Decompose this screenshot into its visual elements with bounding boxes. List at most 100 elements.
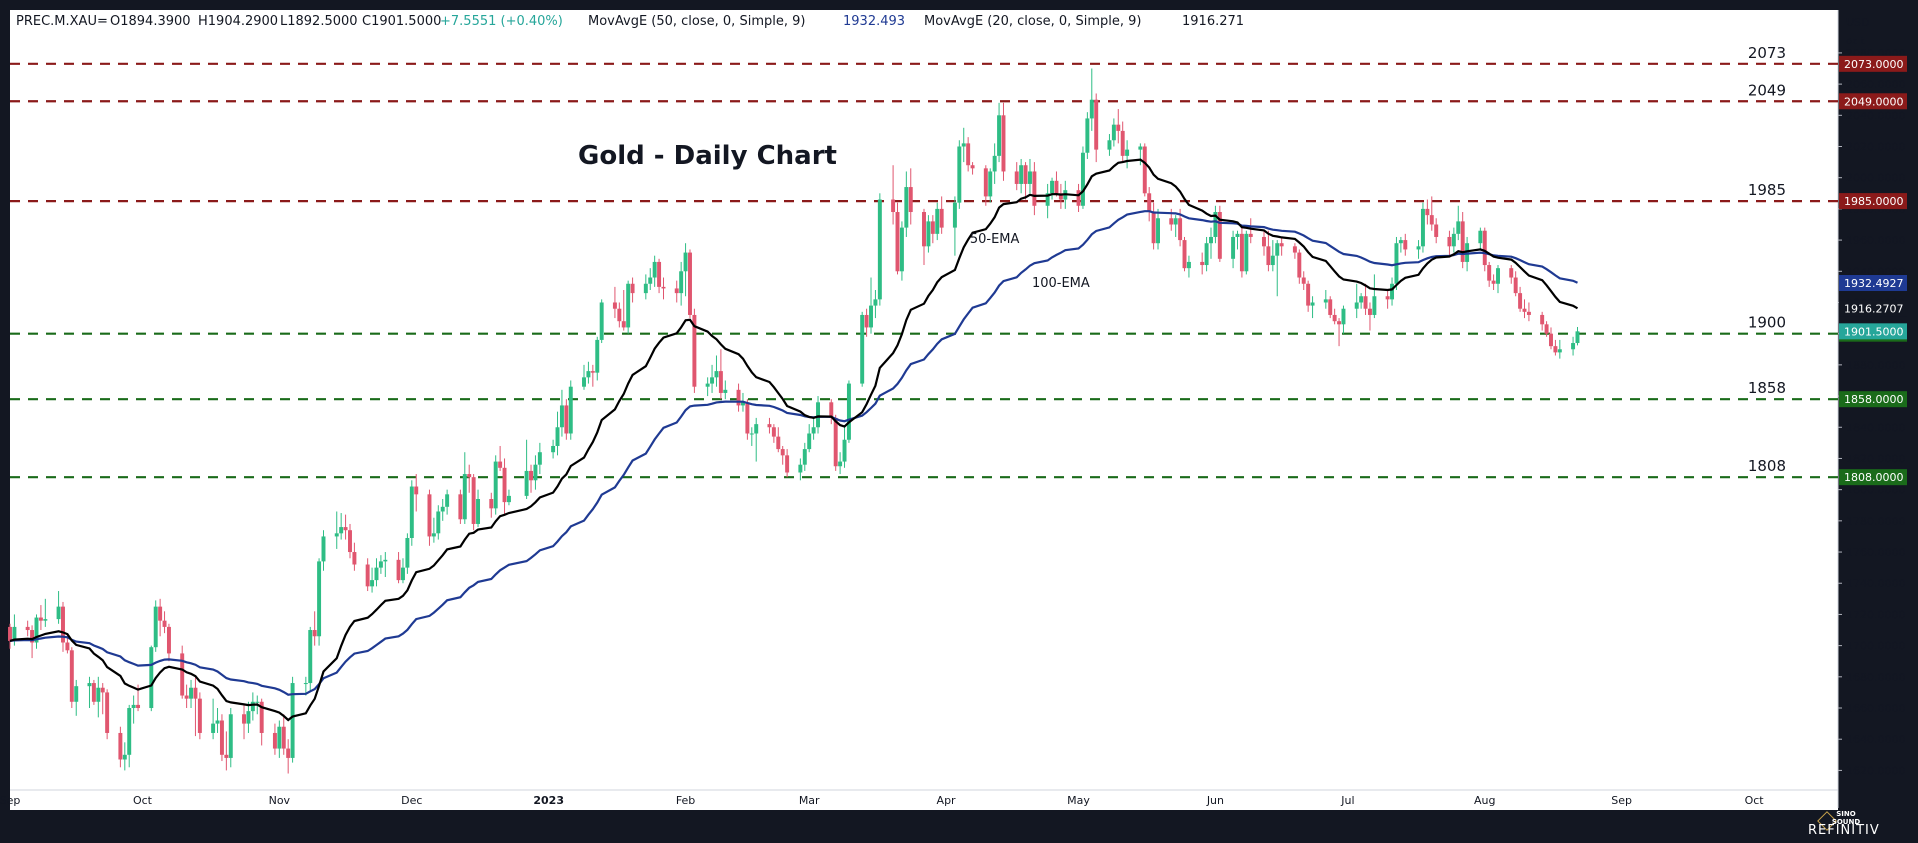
chart-title: Gold - Daily Chart [578,141,837,171]
candle-body [1367,308,1372,315]
candle-body [127,708,132,755]
candle-body [749,433,754,435]
candle-body [1447,236,1452,247]
candle-body [1120,130,1125,156]
candle-body [988,171,993,197]
sinosound-logo: SINO SOUND [1831,810,1861,826]
candle-body [189,687,194,699]
candle-body [1231,236,1236,259]
candle-body [612,302,617,309]
candle-body [718,371,723,393]
candle-body [842,439,847,462]
y-tick-label: 1840.0000 [1846,421,1906,434]
candle-body [1354,302,1359,309]
level-label: 1985 [1748,181,1786,199]
candle-body [1425,208,1430,216]
candle-body [378,561,383,568]
level-price-tag-label: 1858.0000 [1844,393,1904,406]
candle-body [1001,115,1006,172]
candle-body [436,511,441,534]
candle-body [255,701,260,703]
candle-body [1085,118,1090,153]
candle-body [555,427,560,446]
candle-body [745,402,750,434]
candle-body [8,626,12,641]
y-tick-label: 2060.0000 [1846,78,1906,91]
candle-body [877,199,882,300]
candle-body [1337,321,1342,325]
ma2-value: 1916.271 [1182,14,1245,29]
candle-body [740,402,745,406]
candle-body [723,389,728,393]
change-value: +7.5551 (+0.40%) [440,14,563,29]
level-label: 2049 [1748,81,1786,99]
candle-body [383,559,388,562]
candle-body [405,538,410,568]
candle-body [1058,193,1063,200]
candle-body [131,704,136,709]
x-tick-label: May [1067,794,1090,807]
candle-body [1549,333,1553,347]
candle-body [1292,246,1297,253]
candle-body [158,606,163,621]
candle-body [61,606,65,643]
candle-body [162,620,167,627]
level-price-tag [1839,93,1907,110]
candle-body [1217,212,1222,259]
candle-body [1518,293,1523,309]
y-tick-label: 1960.0000 [1846,234,1906,247]
candle-body [30,630,35,643]
candle-body [1239,233,1244,272]
low-value: L1892.5000 [280,14,358,29]
candle-body [96,687,101,702]
candle-body [34,617,39,643]
candle-body [1451,233,1456,247]
candle-body [895,212,900,272]
candle-body [1557,349,1562,353]
candle-body [957,146,962,203]
candle-body [1544,324,1549,334]
high-value: H1904.2900 [198,14,279,29]
candle-body [688,252,692,315]
candle-body [595,339,600,373]
price-tag [1839,323,1907,340]
ma1-label: MovAvgE (50, close, 0, Simple, 9) [588,14,806,29]
candle-body [166,626,171,654]
candle-body [431,533,436,537]
candle-body [1359,296,1364,303]
candle-body [599,302,604,340]
candle-body [935,208,940,234]
candle-body [930,221,935,234]
x-tick-label: Nov [269,794,291,807]
candle-body [38,617,43,621]
candle-body [1297,252,1302,278]
candle-body [1301,277,1306,284]
candle-body [122,754,127,760]
candle-body [1204,243,1209,266]
candle-body [1310,302,1315,306]
candle-body [149,647,154,709]
candle-body [1390,283,1395,300]
candle-body [277,726,282,749]
chart-annotation: 50-EMA [970,232,1020,247]
y-tick-label: 1880.0000 [1846,359,1906,372]
candle-body [1248,233,1253,237]
candle-body [714,371,719,378]
x-tick-label: Oct [1745,794,1765,807]
candle-body [317,561,322,637]
candle-body [1526,311,1531,315]
candle-body [56,606,61,620]
x-tick-label: Sep [0,794,20,807]
candle-body [1398,240,1403,244]
candle-body [427,494,432,537]
candle-body [493,461,498,509]
candle-body [1266,246,1271,266]
candle-body [180,653,185,696]
candle-body [228,714,233,758]
candle-body [648,277,653,284]
y-tick-label: 1820.0000 [1846,452,1906,465]
candle-body [343,527,348,531]
candle-body [1575,331,1580,344]
candle-body [683,252,688,272]
candle-body [1089,99,1094,119]
